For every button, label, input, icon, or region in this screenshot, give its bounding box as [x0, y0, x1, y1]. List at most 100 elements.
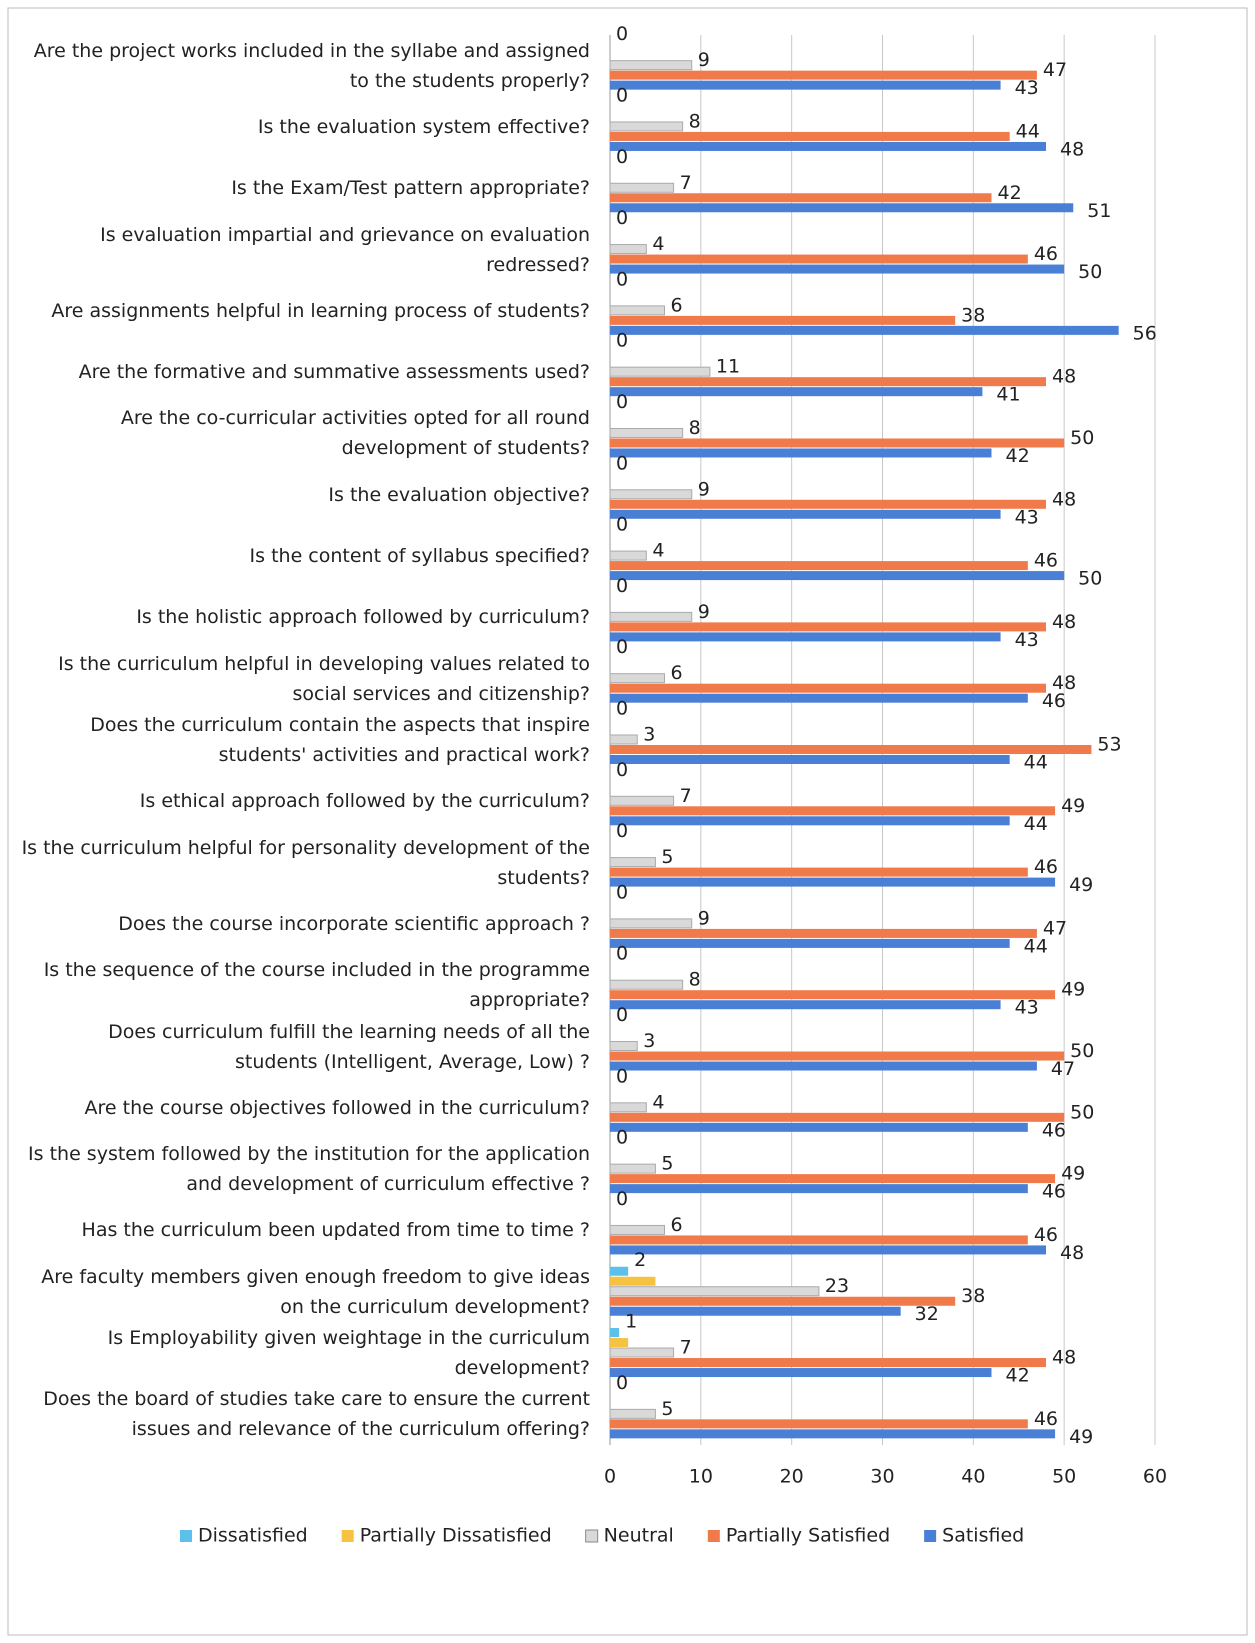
category-label: Are the project works included in the sy…	[33, 39, 590, 92]
bar	[609, 1286, 820, 1297]
bar	[610, 203, 1074, 213]
value-label: 0	[616, 514, 628, 536]
value-label: 0	[616, 881, 628, 903]
value-label: 49	[1069, 1426, 1093, 1448]
value-label: 44	[1024, 813, 1048, 835]
value-label: 9	[698, 601, 710, 623]
bar	[609, 1224, 665, 1235]
bar	[610, 867, 1028, 877]
x-tick-label: 40	[961, 1466, 985, 1488]
value-label: 8	[689, 417, 701, 439]
bar	[610, 1112, 1065, 1122]
value-label: 50	[1078, 568, 1102, 590]
bar	[610, 561, 1028, 571]
bar	[610, 1429, 1056, 1439]
value-label: 47	[1043, 917, 1067, 939]
x-tick-label: 0	[604, 1466, 616, 1488]
value-label: 42	[998, 182, 1022, 204]
category-label: Are faculty members given enough freedom…	[41, 1265, 590, 1318]
bar	[609, 1163, 656, 1174]
value-label: 43	[1015, 506, 1039, 528]
value-label: 4	[652, 540, 664, 562]
bar	[610, 1061, 1037, 1071]
value-label: 51	[1087, 200, 1111, 222]
value-label: 9	[698, 907, 710, 929]
value-label: 48	[1060, 1242, 1084, 1264]
bar	[610, 1306, 901, 1316]
legend-label: Neutral	[604, 1525, 674, 1547]
value-label: 53	[1097, 734, 1121, 756]
value-label: 48	[1052, 488, 1076, 510]
bar	[610, 254, 1028, 264]
x-tick-label: 60	[1143, 1466, 1167, 1488]
value-label: 0	[616, 23, 628, 45]
value-label: 38	[961, 304, 985, 326]
bar	[609, 366, 711, 377]
value-label: 56	[1133, 322, 1157, 344]
value-label: 2	[634, 1249, 646, 1271]
bar	[610, 683, 1046, 693]
category-label: Is the sequence of the course included i…	[43, 959, 590, 1012]
value-label: 5	[661, 846, 673, 868]
bar	[610, 632, 1001, 642]
value-label: 8	[689, 110, 701, 132]
value-label: 6	[671, 662, 683, 684]
value-label: 8	[689, 969, 701, 991]
value-label: 0	[616, 1127, 628, 1149]
bar	[609, 244, 647, 255]
value-label: 49	[1061, 1163, 1085, 1185]
value-label: 46	[1034, 243, 1058, 265]
bar	[610, 816, 1010, 826]
legend-label: Dissatisfied	[198, 1525, 308, 1547]
value-label: 0	[616, 330, 628, 352]
bar	[609, 611, 693, 622]
bar	[609, 734, 638, 745]
legend-swatch	[707, 1530, 720, 1542]
bar	[610, 1328, 620, 1338]
category-label: Is the curriculum helpful in developing …	[58, 652, 590, 705]
category-label: Is the system followed by the institutio…	[28, 1143, 590, 1196]
bar	[610, 745, 1092, 754]
bar	[610, 141, 1046, 151]
legend-swatch	[924, 1530, 937, 1542]
value-label: 48	[1052, 611, 1076, 633]
legend-swatch	[180, 1530, 192, 1542]
value-label: 7	[680, 785, 692, 807]
value-label: 49	[1061, 979, 1085, 1001]
legend-label: Partially Dissatisfied	[360, 1525, 552, 1547]
value-label: 47	[1043, 59, 1067, 81]
value-label: 50	[1070, 427, 1094, 449]
legend-label: Satisfied	[942, 1525, 1024, 1547]
value-label: 4	[652, 1091, 664, 1113]
category-label: Does the course incorporate scientific a…	[118, 912, 590, 935]
value-label: 46	[1034, 1408, 1058, 1430]
value-label: 0	[616, 820, 628, 842]
bar	[609, 427, 684, 438]
value-label: 46	[1042, 1181, 1066, 1203]
category-label: Does the board of studies take care to e…	[43, 1388, 590, 1441]
bar	[610, 1051, 1065, 1061]
category-label: Is ethical approach followed by the curr…	[139, 790, 590, 813]
value-label: 7	[680, 172, 692, 194]
value-label: 0	[616, 452, 628, 474]
value-label: 48	[1052, 1347, 1076, 1369]
value-label: 48	[1052, 672, 1076, 694]
value-label: 1	[625, 1311, 637, 1333]
bar	[610, 1184, 1028, 1194]
value-label: 0	[616, 1065, 628, 1087]
bar	[610, 693, 1028, 703]
bar	[610, 438, 1065, 448]
value-label: 3	[643, 1030, 655, 1052]
value-label: 0	[616, 759, 628, 781]
value-label: 0	[616, 207, 628, 229]
category-label: Is the curriculum helpful for personalit…	[21, 836, 590, 889]
value-label: 0	[616, 84, 628, 106]
bar	[609, 979, 684, 990]
value-label: 46	[1034, 856, 1058, 878]
bar	[609, 795, 675, 806]
value-label: 49	[1069, 874, 1093, 896]
value-label: 47	[1051, 1058, 1075, 1080]
value-label: 23	[825, 1275, 849, 1297]
bar	[609, 182, 675, 193]
